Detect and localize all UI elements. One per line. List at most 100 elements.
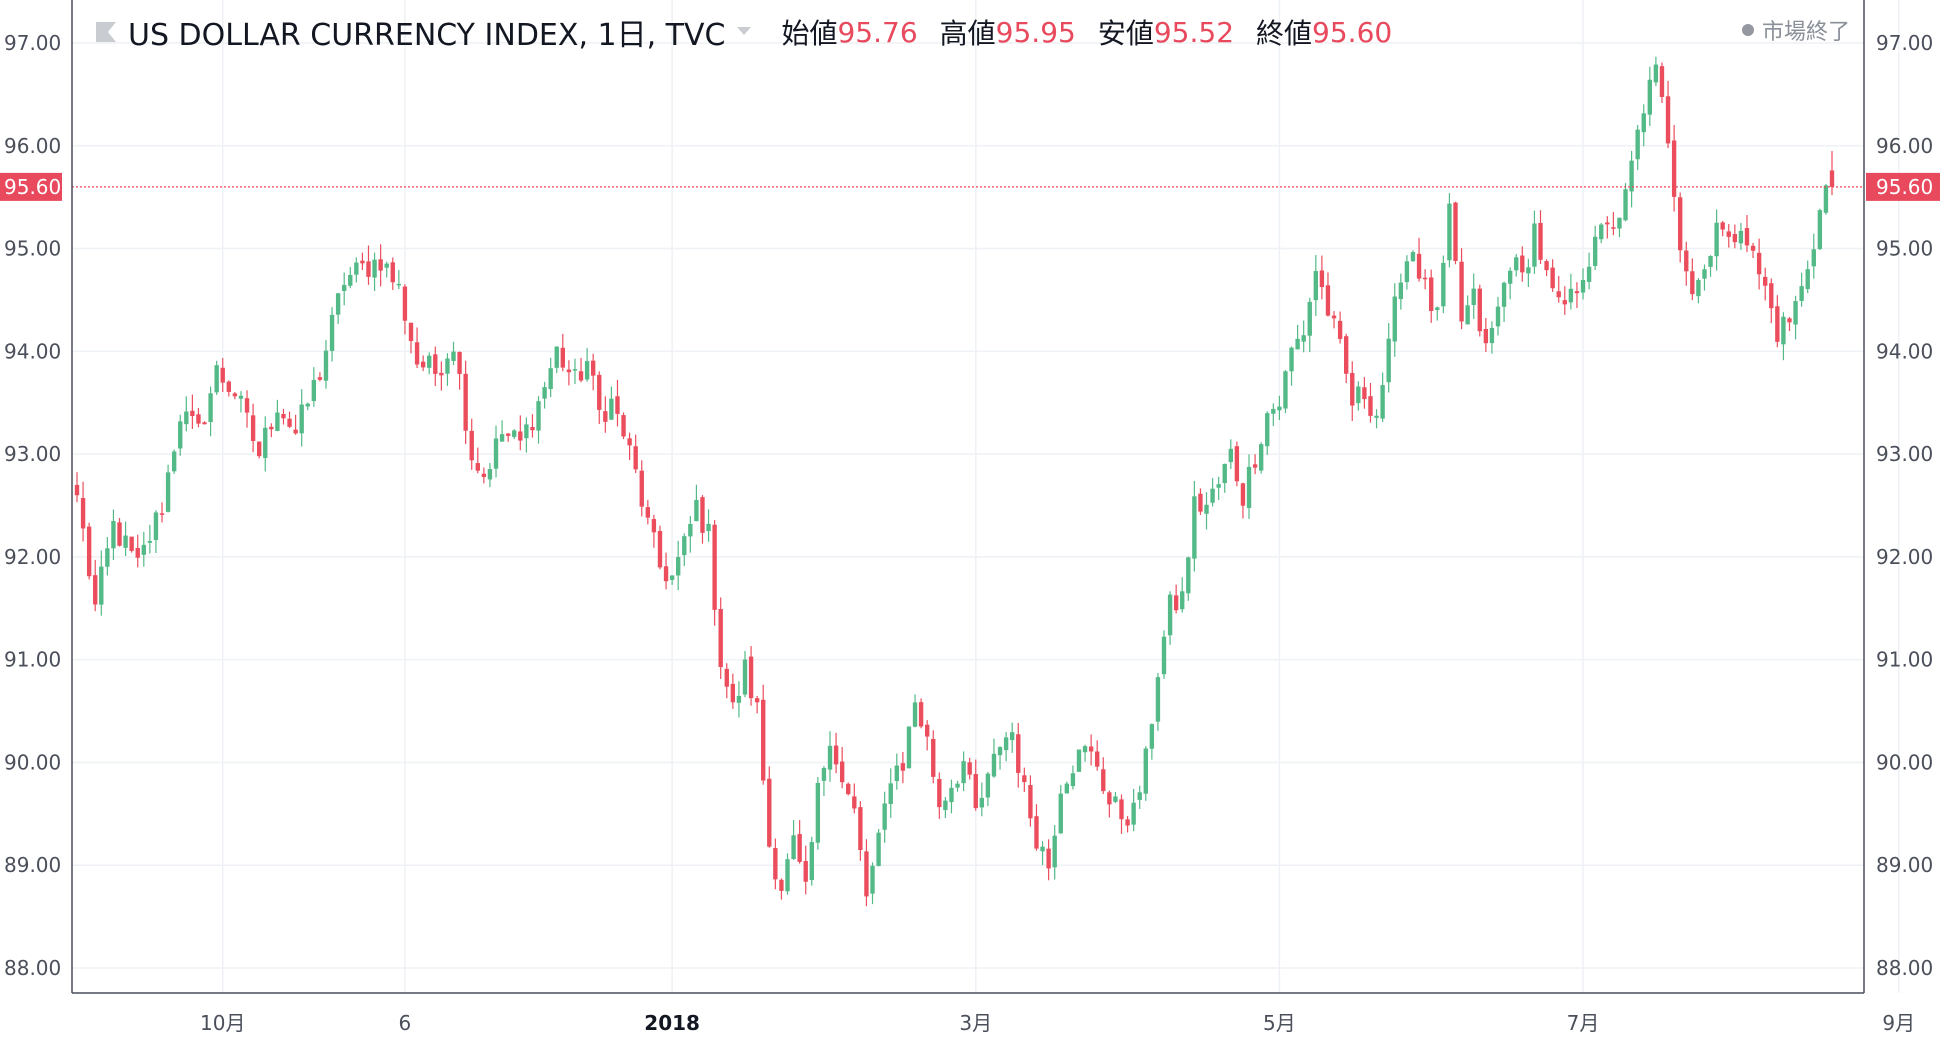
candle bbox=[1507, 267, 1513, 300]
price-tick-left: 94.00 bbox=[4, 339, 61, 363]
candle-body bbox=[827, 745, 833, 770]
candle bbox=[894, 753, 899, 790]
candle-body bbox=[1586, 266, 1592, 282]
candle-body bbox=[1568, 288, 1574, 303]
candle bbox=[275, 399, 280, 432]
candle-body bbox=[706, 523, 711, 532]
candle bbox=[578, 357, 584, 383]
candle-body bbox=[275, 412, 280, 431]
candle-body bbox=[748, 656, 754, 699]
candle bbox=[378, 244, 383, 287]
candle bbox=[918, 698, 924, 729]
candle bbox=[906, 726, 912, 769]
candle-body bbox=[1738, 230, 1744, 244]
price-tick-left: 97.00 bbox=[4, 31, 61, 55]
market-status: 市場終了 bbox=[1741, 14, 1850, 46]
candle-body bbox=[1034, 816, 1039, 849]
candle-body bbox=[1817, 210, 1823, 250]
candle bbox=[117, 518, 122, 547]
candle bbox=[858, 801, 863, 861]
symbol-title[interactable]: US DOLLAR CURRENCY INDEX, 1日, TVC bbox=[128, 18, 726, 53]
candle bbox=[663, 552, 669, 590]
candle bbox=[1101, 757, 1106, 794]
candle-body bbox=[335, 293, 341, 315]
candle bbox=[979, 782, 985, 817]
candle bbox=[335, 292, 341, 324]
candle bbox=[202, 421, 207, 425]
candle-body bbox=[597, 374, 602, 410]
candle-body bbox=[1167, 594, 1173, 636]
candle-body bbox=[1605, 222, 1610, 225]
candle bbox=[123, 521, 128, 556]
candle-body bbox=[676, 557, 681, 576]
candle-body bbox=[1799, 286, 1804, 301]
candle-body bbox=[1459, 261, 1464, 322]
candle-body bbox=[1258, 444, 1264, 471]
chevron-down-icon[interactable] bbox=[737, 27, 752, 37]
candle bbox=[1465, 295, 1470, 325]
candle-body bbox=[1641, 113, 1646, 133]
candle bbox=[1368, 382, 1373, 423]
candle bbox=[1769, 278, 1774, 324]
candle bbox=[1028, 775, 1033, 827]
candle-body bbox=[1829, 170, 1835, 187]
candle-body bbox=[590, 360, 596, 376]
candle-body bbox=[329, 314, 335, 351]
candle bbox=[1010, 722, 1015, 753]
price-tick-right: 92.00 bbox=[1876, 545, 1933, 569]
price-tick-left: 91.00 bbox=[4, 648, 61, 672]
candle-body bbox=[1234, 446, 1240, 482]
candle bbox=[797, 820, 802, 864]
candle-body bbox=[846, 783, 851, 795]
candle-body bbox=[1690, 271, 1695, 295]
candle bbox=[1210, 478, 1215, 507]
candle bbox=[1082, 744, 1088, 762]
candle-body bbox=[1580, 279, 1586, 293]
price-tick-left: 93.00 bbox=[4, 442, 61, 466]
candle-body bbox=[724, 668, 729, 687]
candle bbox=[1186, 556, 1191, 601]
candle-body bbox=[184, 411, 189, 425]
candle bbox=[949, 779, 954, 814]
candle bbox=[633, 434, 638, 474]
candle-body bbox=[505, 433, 511, 436]
candle bbox=[317, 372, 323, 382]
candle-body bbox=[943, 800, 948, 811]
candle-body bbox=[1592, 236, 1598, 266]
candle bbox=[171, 449, 177, 474]
candle bbox=[961, 751, 966, 792]
price-axis-left[interactable]: 88.00 89.00 90.00 91.00 92.00 93.00 94.00 95.00… bbox=[4, 31, 61, 980]
candle bbox=[1143, 746, 1148, 801]
candle bbox=[86, 522, 92, 580]
candle bbox=[809, 836, 814, 886]
price-axis-right[interactable]: 88.00 89.00 90.00 91.00 92.00 93.00 94.00 95.00… bbox=[1876, 31, 1933, 980]
candle-body bbox=[311, 380, 317, 402]
candle-body bbox=[481, 473, 487, 478]
price-tick-right: 95.00 bbox=[1876, 237, 1933, 261]
candle-body bbox=[1744, 228, 1750, 246]
candle bbox=[1489, 321, 1495, 354]
candle bbox=[1538, 210, 1543, 265]
time-axis[interactable]: 10月 6 2018 3月 5月 7月 9月 bbox=[200, 1011, 1915, 1035]
candle bbox=[354, 257, 359, 283]
candle bbox=[1671, 124, 1677, 212]
flag-icon[interactable] bbox=[94, 20, 118, 44]
candle-body bbox=[779, 879, 784, 891]
candle-body bbox=[870, 865, 875, 894]
candle-body bbox=[420, 361, 426, 368]
candle bbox=[876, 828, 881, 867]
price-tick-right: 88.00 bbox=[1876, 956, 1933, 980]
candle bbox=[1161, 630, 1167, 679]
candle-body bbox=[815, 782, 821, 843]
candle-body bbox=[882, 803, 887, 830]
candle bbox=[129, 536, 134, 553]
candle bbox=[1605, 216, 1610, 239]
candle-body bbox=[1732, 234, 1738, 243]
candle-body bbox=[1775, 306, 1780, 342]
candle bbox=[1319, 255, 1325, 300]
candle-body bbox=[833, 745, 839, 765]
price-tick-right: 93.00 bbox=[1876, 442, 1933, 466]
candle bbox=[1228, 439, 1233, 469]
candle bbox=[1477, 284, 1482, 337]
